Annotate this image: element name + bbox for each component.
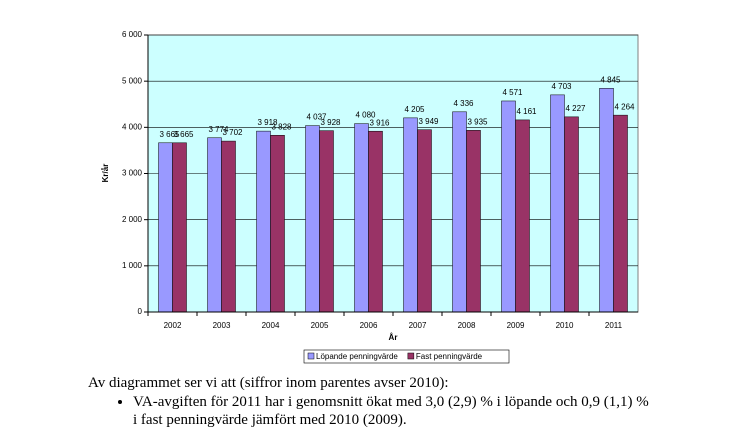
x-tick-label: 2002: [164, 321, 182, 330]
y-tick-label: 4 000: [122, 122, 143, 131]
value-label: 4 845: [600, 75, 621, 84]
value-label: 4 080: [355, 111, 376, 120]
value-label: 3 665: [159, 130, 180, 139]
value-label: 3 665: [173, 130, 194, 139]
value-label: 3 702: [222, 128, 243, 137]
value-label: 4 161: [516, 107, 537, 116]
bar: [158, 142, 173, 313]
x-tick-label: 2009: [507, 321, 525, 330]
value-label: 4 264: [614, 102, 635, 111]
x-axis-label: År: [389, 333, 398, 342]
x-tick-label: 2003: [213, 321, 231, 330]
legend-label: Löpande penningvärde: [316, 352, 398, 361]
x-tick-label: 2011: [605, 321, 623, 330]
bar: [270, 135, 285, 313]
y-tick-label: 3 000: [122, 169, 143, 178]
bar: [354, 123, 369, 313]
bar: [515, 119, 530, 313]
bar: [452, 111, 467, 313]
value-label: 3 774: [208, 125, 229, 134]
bar: [550, 94, 565, 313]
chart: Kr/år År 0 1 000 2 000 3 000 4 000 5 000 6 000…: [101, 30, 639, 364]
legend-box: [303, 349, 510, 364]
page: Kr/år År 0 1 000 2 000 3 000 4 000 5 000 6 000…: [0, 0, 746, 419]
bar: [207, 137, 222, 313]
bar: [172, 142, 187, 313]
bar: [319, 130, 334, 313]
value-label: 4 571: [502, 88, 523, 97]
intro: Av diagrammet ser vi att (siffror inom p…: [88, 375, 449, 391]
value-label: 4 227: [565, 104, 586, 113]
bar: [599, 88, 614, 313]
value-label: 4 037: [306, 113, 327, 122]
x-tick-label: 2006: [360, 321, 378, 330]
bar: [305, 125, 320, 313]
x-tick-label: 2010: [556, 321, 574, 330]
value-label: 3 918: [257, 118, 278, 127]
bar: [256, 130, 271, 313]
x-tick-label: 2004: [262, 321, 280, 330]
bar: [368, 130, 383, 313]
x-tick-label: 2007: [409, 321, 427, 330]
value-label: 4 205: [404, 105, 425, 114]
legend-swatch: [407, 352, 415, 360]
value-label: 4 703: [551, 82, 572, 91]
y-tick-label: 0: [138, 307, 143, 316]
bar: [403, 117, 418, 313]
value-label: 3 949: [418, 117, 439, 126]
value-label: 3 828: [271, 122, 292, 131]
legend-swatch: [307, 352, 315, 360]
y-axis-label: Kr/år: [101, 164, 110, 183]
value-label: 3 928: [320, 118, 341, 127]
bar: [564, 116, 579, 313]
x-tick-label: 2008: [458, 321, 476, 330]
y-tick-label: 2 000: [122, 215, 143, 224]
legend-label: Fast penningvärde: [416, 352, 483, 361]
document-text: Av diagrammet ser vi att (siffror inom p…: [88, 374, 653, 429]
value-label: 4 336: [453, 99, 474, 108]
value-label: 3 935: [467, 117, 488, 126]
bar: [501, 100, 516, 313]
x-tick-label: 2005: [311, 321, 329, 330]
y-tick-label: 6 000: [122, 30, 143, 39]
y-tick-label: 5 000: [122, 76, 143, 85]
y-tick-label: 1 000: [122, 261, 143, 270]
bar: [466, 130, 481, 313]
bar: [221, 140, 236, 313]
bar: [613, 114, 628, 313]
bullet: VA-avgiften för 2011 har i genomsnitt ök…: [133, 393, 653, 429]
bar: [417, 129, 432, 313]
value-label: 3 916: [369, 118, 390, 127]
bullet-list: VA-avgiften för 2011 har i genomsnitt ök…: [88, 393, 653, 429]
